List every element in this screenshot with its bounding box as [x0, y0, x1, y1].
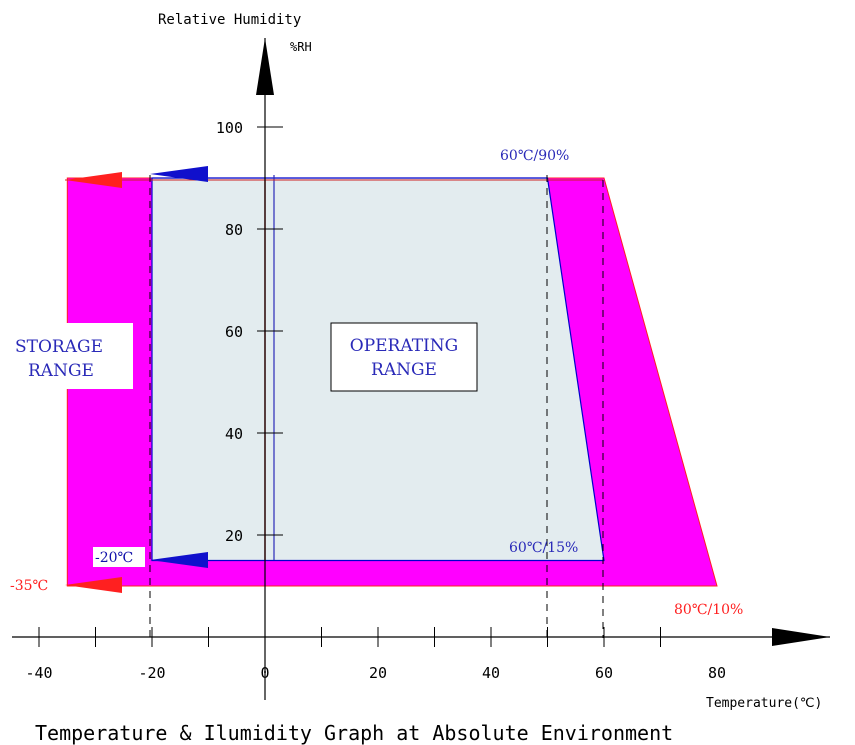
- y-axis-arrow: [256, 38, 274, 95]
- x-tick-label: 80: [708, 664, 726, 682]
- op-bottom-right-annotation: 60℃/15%: [509, 540, 578, 556]
- storage-bottom-arrow: [65, 577, 122, 593]
- op-left-annotation: -20℃: [95, 550, 133, 566]
- y-tick-label: 20: [225, 527, 243, 545]
- y-tick-label: 80: [225, 221, 243, 239]
- chart-title: Temperature & Ilumidity Graph at Absolut…: [35, 721, 673, 745]
- op-left-label-box: [93, 547, 145, 567]
- operating-label-box: [330, 322, 478, 392]
- y-axis-ticks: 20 40 60 80 100: [216, 119, 283, 545]
- storage-bottom-right-annotation: 80℃/10%: [674, 602, 743, 618]
- storage-top-arrow: [65, 172, 122, 188]
- x-tick-label: -40: [25, 664, 52, 682]
- y-tick-label: 60: [225, 323, 243, 341]
- storage-range-label-line2: RANGE: [28, 361, 94, 381]
- y-tick-label: 40: [225, 425, 243, 443]
- storage-range-label-line1: STORAGE: [15, 337, 103, 357]
- operating-top-arrow: [150, 166, 208, 182]
- storage-left-label-box: [8, 575, 62, 595]
- operating-bottom-arrow: [150, 552, 208, 568]
- x-tick-label: -20: [138, 664, 165, 682]
- x-tick-label: 40: [482, 664, 500, 682]
- x-tick-label: 0: [260, 664, 269, 682]
- y-tick-label: 100: [216, 119, 243, 137]
- y-axis-unit: %RH: [290, 40, 312, 54]
- operating-range-label-line1: OPERATING: [350, 336, 458, 356]
- x-axis-label: Temperature(℃): [706, 696, 822, 711]
- y-axis-label: Relative Humidity: [158, 12, 301, 28]
- x-tick-label: 60: [595, 664, 613, 682]
- storage-label-box: [0, 323, 133, 389]
- x-axis-arrow: [772, 628, 830, 646]
- op-top-right-annotation: 60℃/90%: [500, 148, 569, 164]
- operating-range-label-line2: RANGE: [371, 360, 437, 380]
- storage-left-annotation: -35℃: [10, 578, 48, 594]
- dashed-guides: [149, 175, 604, 638]
- x-tick-label: 20: [369, 664, 387, 682]
- x-axis-ticks: -40 -20 0 20 40 60 80: [25, 627, 726, 682]
